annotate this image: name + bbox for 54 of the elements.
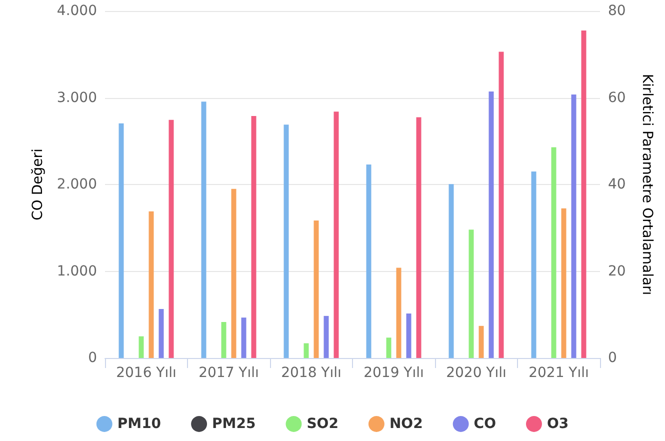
bar xyxy=(284,124,289,358)
legend-label: PM10 xyxy=(117,416,162,432)
x-tick-label: 2021 Yılı xyxy=(528,365,589,381)
legend-label: SO2 xyxy=(306,416,338,432)
bar xyxy=(551,147,556,358)
y-tick-label: 0 xyxy=(88,350,97,366)
bar xyxy=(366,164,372,358)
legend-label: NO2 xyxy=(389,416,423,432)
bar xyxy=(478,326,484,358)
x-tick-label: 2020 Yılı xyxy=(446,365,506,381)
bar xyxy=(201,102,206,358)
bar xyxy=(148,211,154,358)
bar xyxy=(386,338,392,358)
bar xyxy=(581,30,586,358)
y2-tick-label: 80 xyxy=(608,3,626,19)
bar xyxy=(416,117,422,358)
bar xyxy=(314,220,319,358)
y2-axis-title: Kirletici Parametre Ortalamaları xyxy=(639,74,655,296)
x-tick-label: 2017 Yılı xyxy=(198,365,259,381)
legend-label: O3 xyxy=(546,416,569,432)
bar xyxy=(406,313,412,358)
bar xyxy=(498,52,504,358)
y2-tick-label: 40 xyxy=(608,176,626,192)
y2-tick-label: 20 xyxy=(608,263,626,280)
legend-label: PM25 xyxy=(212,416,256,432)
y-tick-label: 1.000 xyxy=(56,263,97,280)
bar xyxy=(138,336,144,358)
bar xyxy=(396,268,402,358)
bar xyxy=(221,322,226,358)
bar xyxy=(251,116,256,358)
bar xyxy=(168,120,174,358)
legend-label: CO xyxy=(474,416,496,432)
y-tick-label: 2.000 xyxy=(56,176,97,192)
bar xyxy=(231,188,236,358)
y-tick-label: 3.000 xyxy=(56,90,97,106)
y-axis-title: CO Değeri xyxy=(30,148,46,220)
y-tick-label: 4.000 xyxy=(56,3,97,19)
bar xyxy=(158,308,164,358)
bar xyxy=(468,230,474,358)
bar xyxy=(531,171,536,358)
x-tick-label: 2016 Yılı xyxy=(116,365,176,381)
bar xyxy=(304,343,309,358)
bar xyxy=(561,208,566,358)
y2-tick-label: 0 xyxy=(608,350,617,366)
x-tick-label: 2018 Yılı xyxy=(281,365,342,381)
bar xyxy=(241,318,246,358)
bar xyxy=(448,184,454,358)
x-tick-label: 2019 Yılı xyxy=(364,365,424,381)
y2-tick-label: 60 xyxy=(608,90,626,106)
bar xyxy=(488,92,494,358)
bar xyxy=(118,123,124,358)
bar xyxy=(324,316,329,358)
bar xyxy=(334,112,339,358)
bar xyxy=(571,94,576,358)
